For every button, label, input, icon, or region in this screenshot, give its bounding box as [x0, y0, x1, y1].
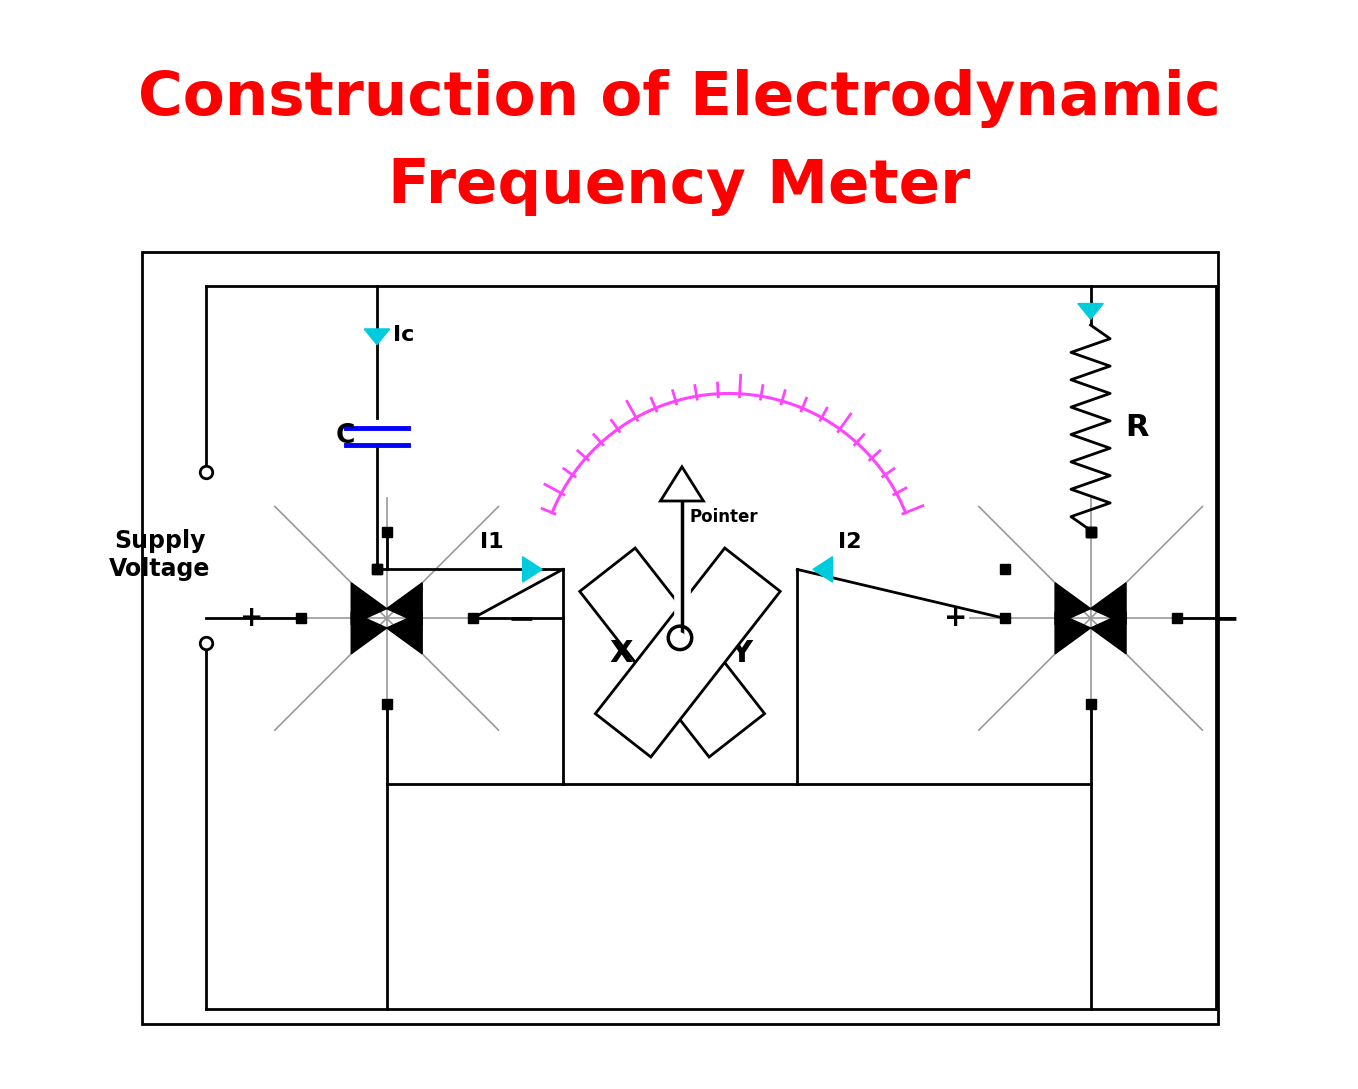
Text: Pointer: Pointer — [690, 507, 758, 526]
Polygon shape — [660, 467, 703, 501]
Text: C: C — [335, 424, 356, 450]
Text: R: R — [1124, 413, 1149, 442]
Text: +: + — [240, 604, 263, 633]
Text: Frequency Meter: Frequency Meter — [388, 157, 970, 216]
Text: I1: I1 — [479, 531, 504, 552]
Polygon shape — [1055, 612, 1090, 653]
Polygon shape — [1078, 304, 1103, 319]
Text: Supply
Voltage: Supply Voltage — [109, 529, 210, 580]
Text: Construction of Electrodynamic: Construction of Electrodynamic — [137, 69, 1221, 127]
Polygon shape — [352, 612, 387, 653]
Text: −: − — [1211, 602, 1240, 635]
Polygon shape — [813, 556, 832, 583]
Circle shape — [675, 633, 684, 643]
Polygon shape — [387, 583, 422, 625]
Text: I2: I2 — [838, 531, 862, 552]
Polygon shape — [1055, 583, 1090, 625]
Polygon shape — [352, 583, 387, 625]
Polygon shape — [387, 612, 422, 653]
Polygon shape — [595, 548, 781, 757]
Bar — [143, 252, 1218, 1024]
Text: +: + — [944, 604, 967, 633]
Polygon shape — [580, 548, 765, 757]
Text: Y: Y — [731, 639, 752, 669]
Polygon shape — [523, 556, 542, 583]
Polygon shape — [1090, 612, 1126, 653]
Text: X: X — [610, 639, 633, 669]
Text: Ic: Ic — [392, 325, 414, 345]
Polygon shape — [364, 329, 390, 344]
Polygon shape — [1090, 583, 1126, 625]
Text: −: − — [508, 602, 535, 635]
